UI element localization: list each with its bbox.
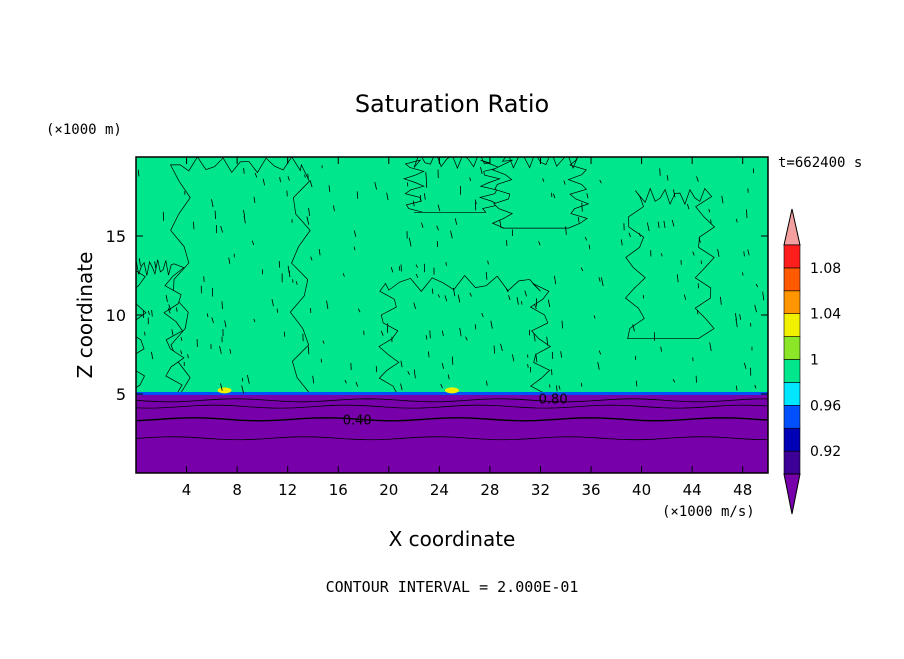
x-tick-label: 4	[182, 481, 192, 499]
x-axis-label: X coordinate	[389, 527, 516, 551]
x-tick-label: 24	[430, 481, 449, 499]
x-tick-label: 48	[733, 481, 752, 499]
contour-dash	[222, 301, 223, 309]
colorbar-segment	[784, 382, 800, 405]
contour-dash	[215, 211, 216, 219]
boundary-layer	[136, 387, 768, 473]
contour-label: 0.40	[343, 413, 372, 428]
x-tick-label: 28	[480, 481, 499, 499]
x-tick-label: 32	[531, 481, 550, 499]
colorbar-segment	[784, 360, 800, 383]
supersaturated-region	[379, 276, 550, 394]
x-tick-label: 8	[232, 481, 242, 499]
colorbar-segment	[784, 314, 800, 337]
colorbar-label: 1.08	[810, 261, 841, 277]
colorbar-segment	[784, 428, 800, 451]
x-tick-label: 44	[683, 481, 702, 499]
colorbar-segment	[784, 245, 800, 268]
colorbar-over-arrow	[784, 209, 800, 245]
colorbar-segment	[784, 405, 800, 428]
contour-dash	[357, 191, 358, 198]
peak-spot	[217, 387, 231, 393]
x-tick-label: 12	[278, 481, 297, 499]
colorbar: 0.92 0.96 1 1.04 1.08	[784, 209, 841, 514]
y-axis-label: Z coordinate	[73, 252, 97, 379]
colorbar-segment	[784, 268, 800, 291]
colorbar-segment	[784, 451, 800, 474]
contour-dash	[308, 346, 309, 354]
contour-dash	[430, 331, 431, 339]
y-tick-label: 5	[116, 385, 126, 404]
contour-dash	[284, 332, 285, 337]
y-tick-label: 15	[106, 227, 126, 246]
y-unit-label: (×1000 m)	[46, 122, 122, 138]
plot-area	[126, 152, 768, 473]
x-tick-label: 20	[379, 481, 398, 499]
x-tick-label: 16	[329, 481, 348, 499]
colorbar-segment	[784, 291, 800, 314]
x-tick-label: 36	[581, 481, 600, 499]
colorbar-label: 1.04	[810, 307, 841, 323]
colorbar-segment	[784, 337, 800, 360]
x-tick-label: 40	[632, 481, 651, 499]
time-label: t=662400 s	[778, 155, 862, 171]
peak-spot	[445, 387, 459, 393]
colorbar-label: 0.96	[810, 398, 841, 414]
footer-contour-interval: CONTOUR INTERVAL = 2.000E-01	[326, 578, 579, 596]
colorbar-label: 0.92	[810, 444, 841, 460]
contour-label: 0.80	[539, 393, 568, 408]
x-unit-label: (×1000 m/s)	[662, 504, 755, 520]
colorbar-label: 1	[810, 353, 819, 369]
chart-title: Saturation Ratio	[355, 90, 549, 118]
y-tick-label: 10	[106, 306, 126, 325]
contour-dash	[401, 264, 402, 271]
colorbar-under-arrow	[784, 474, 800, 514]
supersaturated-region	[404, 152, 500, 212]
